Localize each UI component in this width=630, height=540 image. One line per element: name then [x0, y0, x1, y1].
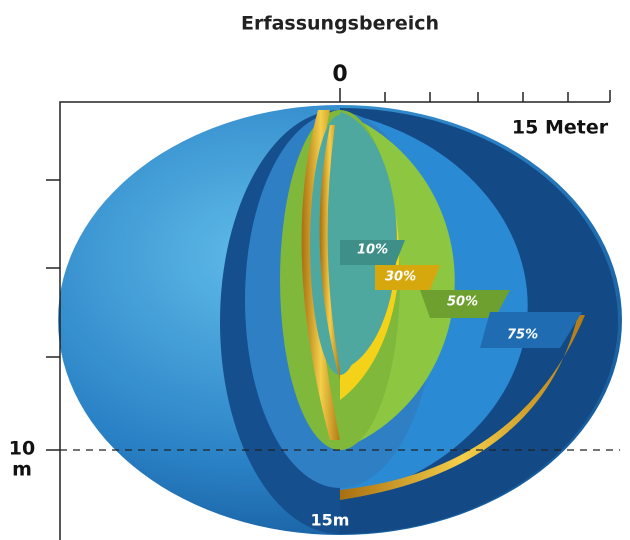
origin-label: 0 — [332, 62, 347, 87]
range-label: 15m — [311, 511, 350, 530]
y-unit: m — [12, 459, 32, 481]
step — [480, 312, 582, 348]
axis — [59, 101, 610, 540]
left-ticks — [46, 179, 60, 451]
zone-label: 30% — [385, 270, 416, 285]
zone-label: 10% — [357, 243, 388, 258]
rim — [319, 125, 340, 380]
step — [340, 240, 405, 265]
y-value: 10 — [9, 438, 35, 460]
title: Erfassungsbereich — [241, 13, 439, 35]
rim — [301, 110, 340, 440]
x-label: 15 Meter — [512, 117, 609, 139]
zone-label: 75% — [507, 328, 538, 343]
step — [375, 265, 440, 290]
top-ticks — [339, 88, 611, 102]
step — [420, 290, 510, 318]
zone-label: 50% — [447, 295, 478, 310]
